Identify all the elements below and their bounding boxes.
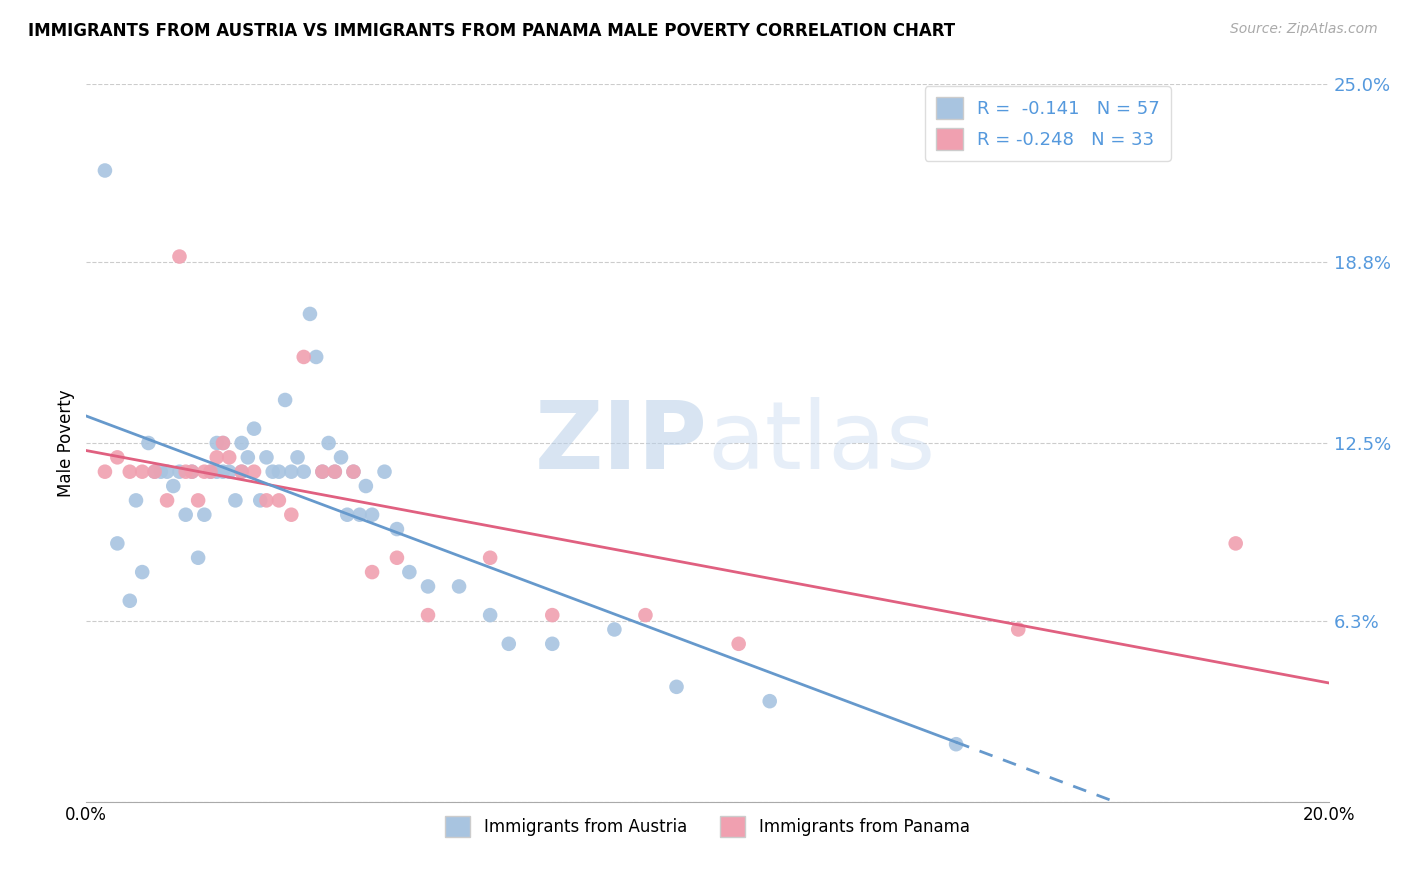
Y-axis label: Male Poverty: Male Poverty [58, 389, 75, 497]
Point [236, 450, 259, 465]
Point [156, 465, 179, 479]
Point [398, 565, 420, 579]
Point [262, 465, 284, 479]
Point [727, 637, 749, 651]
Point [180, 465, 202, 479]
Point [354, 479, 377, 493]
Point [292, 465, 315, 479]
Point [193, 465, 215, 479]
Point [94, 163, 117, 178]
Point [187, 550, 209, 565]
Point [758, 694, 780, 708]
Point [479, 550, 502, 565]
Text: Source: ZipAtlas.com: Source: ZipAtlas.com [1230, 22, 1378, 37]
Point [205, 436, 228, 450]
Point [174, 465, 197, 479]
Point [118, 594, 141, 608]
Point [292, 350, 315, 364]
Point [665, 680, 688, 694]
Point [416, 608, 439, 623]
Text: ZIP: ZIP [534, 397, 707, 489]
Point [1007, 623, 1029, 637]
Point [193, 508, 215, 522]
Point [200, 465, 222, 479]
Point [224, 493, 246, 508]
Point [205, 450, 228, 465]
Point [105, 536, 128, 550]
Point [280, 465, 302, 479]
Point [143, 465, 166, 479]
Point [449, 579, 471, 593]
Point [231, 436, 253, 450]
Point [267, 493, 290, 508]
Point [256, 450, 278, 465]
Point [162, 479, 184, 493]
Text: atlas: atlas [707, 397, 936, 489]
Point [342, 465, 364, 479]
Point [305, 350, 328, 364]
Point [187, 493, 209, 508]
Point [323, 465, 346, 479]
Point [541, 637, 564, 651]
Point [603, 623, 626, 637]
Point [243, 422, 266, 436]
Point [349, 508, 371, 522]
Point [287, 450, 309, 465]
Point [945, 737, 967, 751]
Point [212, 436, 235, 450]
Point [280, 508, 302, 522]
Point [498, 637, 520, 651]
Point [205, 465, 228, 479]
Point [131, 565, 153, 579]
Point [218, 450, 240, 465]
Point [298, 307, 321, 321]
Point [385, 522, 408, 536]
Point [218, 465, 240, 479]
Point [180, 465, 202, 479]
Point [634, 608, 657, 623]
Point [256, 493, 278, 508]
Point [212, 436, 235, 450]
Point [336, 508, 359, 522]
Point [385, 550, 408, 565]
Point [323, 465, 346, 479]
Point [416, 579, 439, 593]
Point [330, 450, 353, 465]
Legend: Immigrants from Austria, Immigrants from Panama: Immigrants from Austria, Immigrants from… [439, 810, 976, 844]
Point [249, 493, 271, 508]
Point [169, 465, 191, 479]
Point [361, 508, 384, 522]
Point [149, 465, 172, 479]
Point [138, 436, 160, 450]
Point [174, 508, 197, 522]
Text: IMMIGRANTS FROM AUSTRIA VS IMMIGRANTS FROM PANAMA MALE POVERTY CORRELATION CHART: IMMIGRANTS FROM AUSTRIA VS IMMIGRANTS FR… [28, 22, 955, 40]
Point [479, 608, 502, 623]
Point [1225, 536, 1247, 550]
Point [118, 465, 141, 479]
Point [318, 436, 340, 450]
Point [267, 465, 290, 479]
Point [156, 493, 179, 508]
Point [274, 392, 297, 407]
Point [243, 465, 266, 479]
Point [541, 608, 564, 623]
Point [311, 465, 333, 479]
Point [125, 493, 148, 508]
Point [212, 465, 235, 479]
Point [342, 465, 364, 479]
Point [105, 450, 128, 465]
Point [143, 465, 166, 479]
Point [311, 465, 333, 479]
Point [231, 465, 253, 479]
Point [169, 250, 191, 264]
Point [231, 465, 253, 479]
Point [131, 465, 153, 479]
Point [361, 565, 384, 579]
Point [200, 465, 222, 479]
Point [94, 465, 117, 479]
Point [373, 465, 395, 479]
